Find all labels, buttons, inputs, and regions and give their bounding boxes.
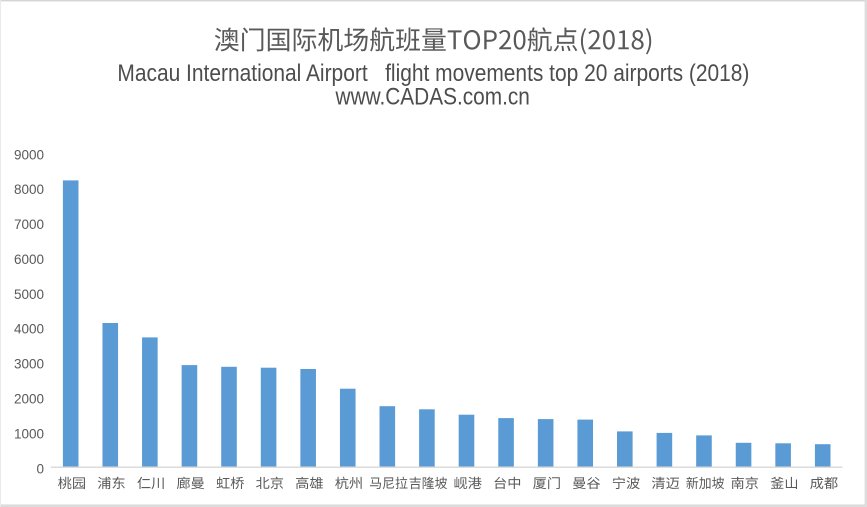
svg-text:2000: 2000 <box>14 391 44 406</box>
svg-text:5000: 5000 <box>14 287 44 302</box>
svg-text:7000: 7000 <box>14 217 44 232</box>
svg-text:www.CADAS.com.cn: www.CADAS.com.cn <box>335 84 530 111</box>
svg-text:Macau International Airport: Macau International Airport flight movem… <box>117 60 749 87</box>
svg-text:9000: 9000 <box>14 147 44 162</box>
svg-text:4000: 4000 <box>14 322 44 337</box>
svg-text:0: 0 <box>36 461 44 476</box>
svg-text:6000: 6000 <box>14 252 44 267</box>
svg-text:3000: 3000 <box>14 357 44 372</box>
svg-text:8000: 8000 <box>14 182 44 197</box>
svg-text:1000: 1000 <box>14 426 44 441</box>
